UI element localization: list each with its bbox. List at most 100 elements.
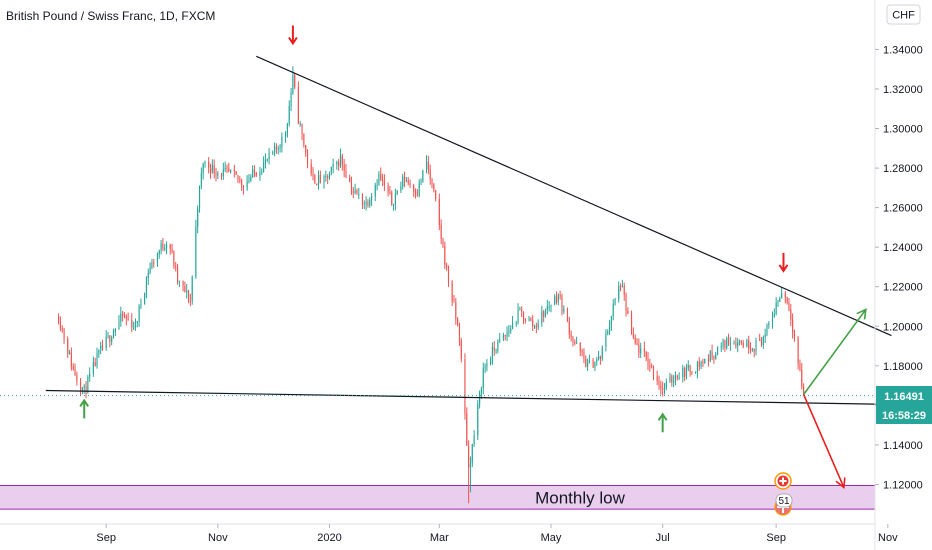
candle-body <box>742 342 744 347</box>
candle-body <box>111 337 113 342</box>
candle-body <box>557 295 559 303</box>
candle-body <box>466 413 468 446</box>
candle-body <box>74 369 76 376</box>
candle-body <box>431 178 433 185</box>
candle-body <box>636 343 638 345</box>
candle-body <box>777 301 779 304</box>
candle-body <box>652 366 655 377</box>
candle-body <box>634 336 636 344</box>
candle-body <box>67 338 69 355</box>
candle-body <box>649 365 651 367</box>
candle-body <box>63 329 65 339</box>
zone-label: Monthly low <box>535 488 625 507</box>
candle-body <box>281 136 283 148</box>
candle-body <box>382 179 384 181</box>
candle-body <box>414 191 417 195</box>
candle-body <box>444 246 446 265</box>
candle-body <box>418 182 420 196</box>
x-tick-label: May <box>541 532 562 544</box>
y-tick-label: 1.14000 <box>883 440 923 452</box>
candle-body <box>158 250 160 255</box>
candle-body <box>367 202 369 206</box>
candle-body <box>166 244 168 248</box>
candle-body <box>101 345 104 348</box>
candle-body <box>663 388 666 390</box>
candle-body <box>700 361 702 367</box>
monthly-low-zone <box>0 485 875 510</box>
candle-body <box>339 155 342 166</box>
candle-body <box>429 169 431 179</box>
candle-body <box>457 318 459 326</box>
candle-body <box>627 310 629 314</box>
candle-body <box>435 190 437 200</box>
candle-body <box>438 199 440 225</box>
currency-badge[interactable]: CHF <box>886 4 921 25</box>
candle-body <box>632 332 634 337</box>
candle-body <box>354 190 356 193</box>
candle-body <box>361 194 364 205</box>
candle-body <box>618 286 620 299</box>
descending-resistance-trendline <box>256 55 892 337</box>
candle-body <box>96 353 98 367</box>
candle-body <box>314 175 316 184</box>
candle-body <box>440 224 442 239</box>
candle-body <box>330 166 332 173</box>
candle-body <box>191 276 193 301</box>
candle-body <box>226 167 228 169</box>
candle-body <box>599 356 601 359</box>
candle-body <box>427 161 429 170</box>
candle-body <box>389 192 391 194</box>
candle-body <box>621 285 623 287</box>
candle-body <box>662 388 664 390</box>
last-price-label: 1.16491 <box>884 391 924 403</box>
chart-title: British Pound / Swiss Franc, 1D, FXCM <box>6 9 215 23</box>
candle-body <box>405 180 407 182</box>
candle-body <box>576 342 578 344</box>
candle-body <box>532 320 534 326</box>
candle-body <box>530 318 532 321</box>
candle-body <box>127 318 129 320</box>
up-arrow-1-head <box>79 398 90 407</box>
candle-body <box>702 361 704 364</box>
candle-body <box>486 363 488 367</box>
candle-body <box>134 321 137 328</box>
candle-body <box>268 152 270 160</box>
candle-body <box>204 161 206 164</box>
candle-body <box>200 173 202 186</box>
candle-body <box>275 146 277 149</box>
candle-body <box>614 298 616 305</box>
candle-body <box>583 352 585 359</box>
candle-body <box>250 177 252 181</box>
candle-body <box>70 352 72 367</box>
candle-body <box>409 183 411 186</box>
candle-body <box>711 351 713 357</box>
y-tick-label: 1.20000 <box>883 321 923 333</box>
candle-body <box>724 340 726 349</box>
candle-body <box>660 385 662 389</box>
candle-body <box>704 358 706 364</box>
candle-body <box>59 322 61 329</box>
candle-body <box>735 343 737 347</box>
candle-body <box>396 190 398 194</box>
candle-body <box>471 444 473 463</box>
candle-body <box>131 319 133 328</box>
candle-body <box>495 350 497 352</box>
candle-body <box>559 295 561 297</box>
candle-body <box>198 185 201 209</box>
candle-body <box>771 316 774 324</box>
candle-body <box>760 340 763 345</box>
candle-body <box>153 262 155 264</box>
candle-body <box>284 134 287 137</box>
candle-body <box>222 169 224 177</box>
candle-body <box>640 348 642 354</box>
candle-body <box>213 164 215 173</box>
candle-body <box>453 301 455 303</box>
candle-body <box>570 333 572 337</box>
candle-body <box>407 180 409 184</box>
candle-body <box>358 194 360 196</box>
candle-body <box>671 376 673 383</box>
candle-body <box>504 335 506 337</box>
candle-body <box>292 74 294 93</box>
candle-body <box>647 358 649 366</box>
